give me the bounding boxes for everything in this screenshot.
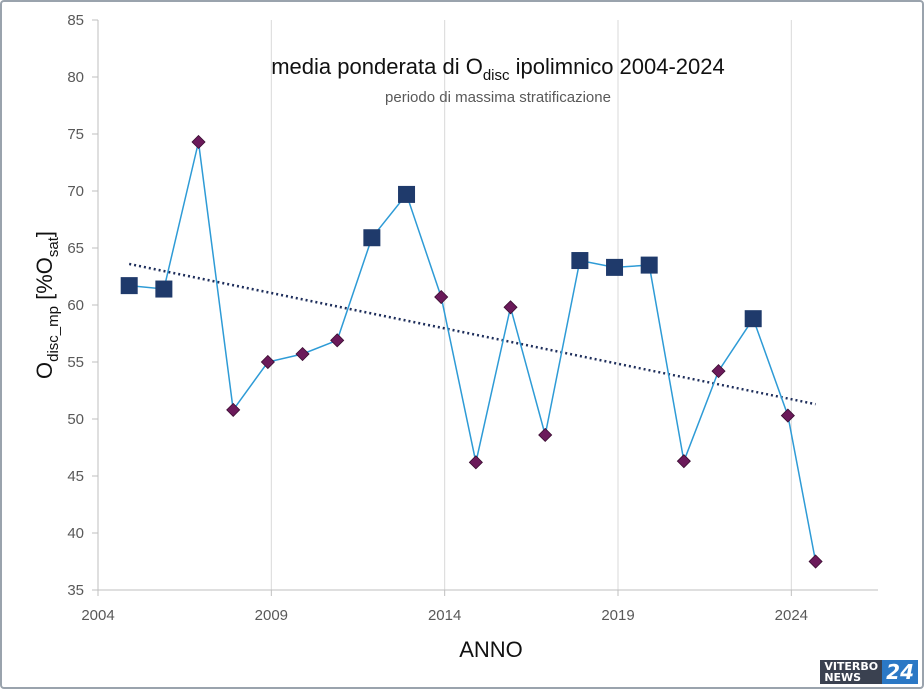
y-tick-label: 35: [67, 582, 84, 599]
data-point-square: [398, 185, 416, 203]
y-axis-title-sub1: disc_mp: [45, 306, 62, 362]
watermark-line1: VITERBO: [824, 660, 879, 673]
axis-layer: 35 40 45 50 55 60 65 70 75 80 85 2004 2009 2014 2019 20…: [67, 12, 878, 624]
data-point-diamond: [538, 427, 553, 443]
x-tick-label: 2024: [775, 607, 808, 624]
data-point-diamond: [330, 333, 345, 348]
data-point-diamond: [503, 300, 518, 315]
chart-title-end: ipolimnico 2004-2024: [510, 54, 725, 79]
data-point-square: [120, 277, 138, 295]
y-tick-label: 40: [67, 525, 84, 542]
watermark-text: VITERBO NEWS: [820, 660, 883, 684]
chart-title-main: media ponderata di O: [271, 54, 483, 79]
y-axis-title-end: ]: [32, 231, 57, 237]
trend-layer: [128, 262, 816, 406]
series-line: [129, 141, 817, 562]
marker-layer: [120, 134, 823, 569]
data-point-diamond: [676, 454, 691, 469]
data-point-diamond: [808, 554, 823, 569]
data-point-diamond: [260, 354, 275, 370]
data-point-square: [155, 280, 173, 298]
data-point-diamond: [226, 402, 241, 417]
x-tick-label: 2009: [255, 607, 288, 624]
y-tick-label: 80: [67, 69, 84, 86]
data-point-diamond: [434, 289, 449, 305]
grid-layer: [270, 20, 792, 590]
y-tick-label: 65: [67, 240, 84, 257]
y-tick-label: 75: [67, 126, 84, 143]
trendline: [128, 262, 816, 406]
y-axis-title: Odisc_mp [%Osat]: [32, 231, 62, 379]
y-axis-title-sub2: sat: [45, 236, 62, 257]
data-point-square: [640, 256, 658, 274]
data-point-square: [571, 252, 589, 270]
data-point-square: [363, 229, 381, 247]
chart-subtitle: periodo di massima stratificazione: [385, 89, 611, 106]
data-point-diamond: [711, 364, 726, 379]
x-axis-title: ANNO: [459, 637, 523, 662]
x-tick-label: 2004: [81, 607, 114, 624]
watermark-line2: NEWS: [824, 671, 862, 684]
data-point-diamond: [295, 346, 310, 362]
y-tick-label: 60: [67, 297, 84, 314]
chart-title: media ponderata di Odisc ipolimnico 2004…: [271, 54, 725, 84]
y-axis-title-mid: [%O: [32, 257, 57, 306]
data-point-diamond: [191, 134, 206, 150]
x-tick-label: 2014: [428, 607, 461, 624]
y-tick-label: 70: [67, 183, 84, 200]
data-point-square: [606, 258, 624, 276]
series-layer: [129, 141, 817, 562]
watermark-logo: VITERBO NEWS 24: [820, 659, 918, 685]
y-tick-label: 85: [67, 12, 84, 29]
x-tick-label: 2019: [601, 607, 634, 624]
data-point-diamond: [780, 408, 795, 423]
data-point-diamond: [468, 455, 483, 470]
y-axis-title-main: O: [32, 362, 57, 379]
chart-title-sub: disc: [483, 67, 510, 84]
y-tick-label: 55: [67, 354, 84, 371]
data-point-square: [744, 310, 762, 328]
y-tick-label: 50: [67, 411, 84, 428]
y-tick-label: 45: [67, 468, 84, 485]
watermark-number: 24: [882, 660, 918, 684]
